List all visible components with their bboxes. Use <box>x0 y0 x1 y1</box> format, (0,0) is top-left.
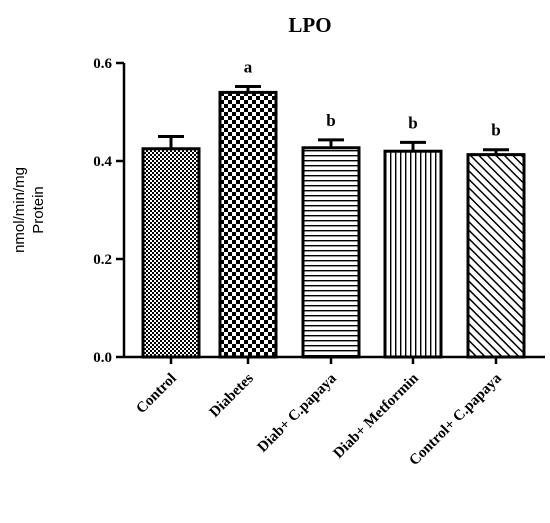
y-tick-label: 0.2 <box>93 252 112 268</box>
significance-letter: a <box>244 58 253 77</box>
category-label: Control <box>133 371 179 417</box>
y-axis-ticks: 0.0 0.2 0.4 0.6 <box>93 56 124 366</box>
y-axis-label-line-1: nmol/min/mg <box>11 167 28 253</box>
category-label: Diab+ C.papaya <box>255 370 340 455</box>
y-tick-label: 0.6 <box>93 56 112 72</box>
category-label: Control+ C.papaya <box>406 370 505 469</box>
chart-title: LPO <box>288 13 331 37</box>
bar <box>466 153 526 359</box>
y-axis-label-line-2: Protein <box>30 186 47 234</box>
category-label: Diab+ Metformin <box>331 370 423 462</box>
bars-group: a b b b <box>141 58 526 359</box>
category-label: Diabetes <box>207 370 257 420</box>
significance-letter: b <box>326 111 335 130</box>
y-tick-label: 0.0 <box>93 350 112 366</box>
significance-letter: b <box>408 113 417 132</box>
bar <box>141 147 201 359</box>
bar <box>218 90 278 359</box>
bar <box>383 149 443 359</box>
bar <box>301 146 361 359</box>
significance-letter: b <box>491 121 500 140</box>
y-tick-label: 0.4 <box>93 154 112 170</box>
